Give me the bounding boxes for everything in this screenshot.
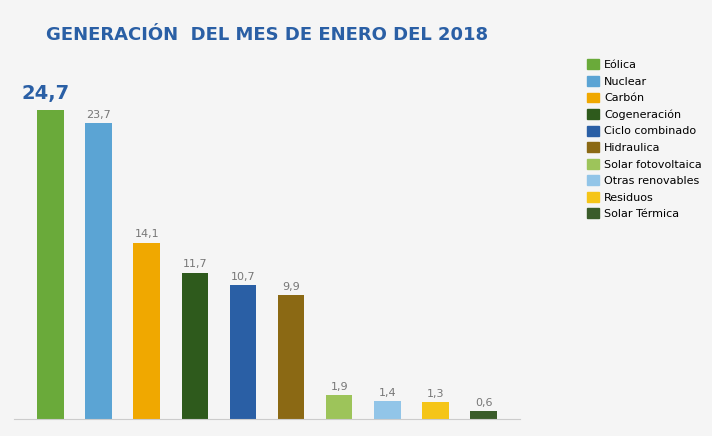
Text: 1,4: 1,4 xyxy=(379,388,396,398)
Bar xyxy=(374,401,401,419)
Bar xyxy=(471,411,497,419)
Text: 1,9: 1,9 xyxy=(330,382,348,392)
Bar xyxy=(133,242,160,419)
Text: 0,6: 0,6 xyxy=(475,398,492,408)
Legend: Eólica, Nuclear, Carbón, Cogeneración, Ciclo combinado, Hidraulica, Solar fotovo: Eólica, Nuclear, Carbón, Cogeneración, C… xyxy=(583,55,706,224)
Text: 9,9: 9,9 xyxy=(282,282,300,292)
Bar xyxy=(278,295,304,419)
Bar xyxy=(85,123,112,419)
Text: 14,1: 14,1 xyxy=(135,229,159,239)
Bar xyxy=(37,110,63,419)
Text: 23,7: 23,7 xyxy=(86,110,111,120)
Text: 24,7: 24,7 xyxy=(21,85,69,103)
Text: 1,3: 1,3 xyxy=(426,389,444,399)
Text: 11,7: 11,7 xyxy=(182,259,207,269)
Bar xyxy=(230,285,256,419)
Text: 10,7: 10,7 xyxy=(231,272,255,282)
Bar xyxy=(182,272,208,419)
Bar xyxy=(422,402,449,419)
Title: GENERACIÓN  DEL MES DE ENERO DEL 2018: GENERACIÓN DEL MES DE ENERO DEL 2018 xyxy=(46,26,488,44)
Bar xyxy=(326,395,352,419)
